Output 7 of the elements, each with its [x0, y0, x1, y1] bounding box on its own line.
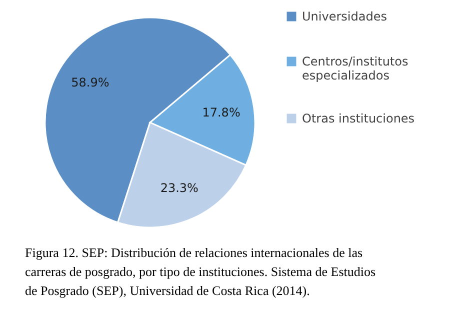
text: Figura 12. SEP: Distribución de relaciones internacionales de las carreras de posgrado, por tipo de instituciones. Sistema de Estudios de Posgrado (SEP), Universidad de Costa Rica (2014). [25, 245, 376, 298]
data-label: 58.9% [71, 75, 110, 90]
legend-label: Centros/institutos especializados [302, 54, 408, 82]
data-label: 23.3% [160, 181, 198, 196]
legend-label: Universidades [302, 10, 387, 24]
legend-label: Otras instituciones [302, 112, 415, 126]
data-label: 17.8% [202, 105, 240, 120]
